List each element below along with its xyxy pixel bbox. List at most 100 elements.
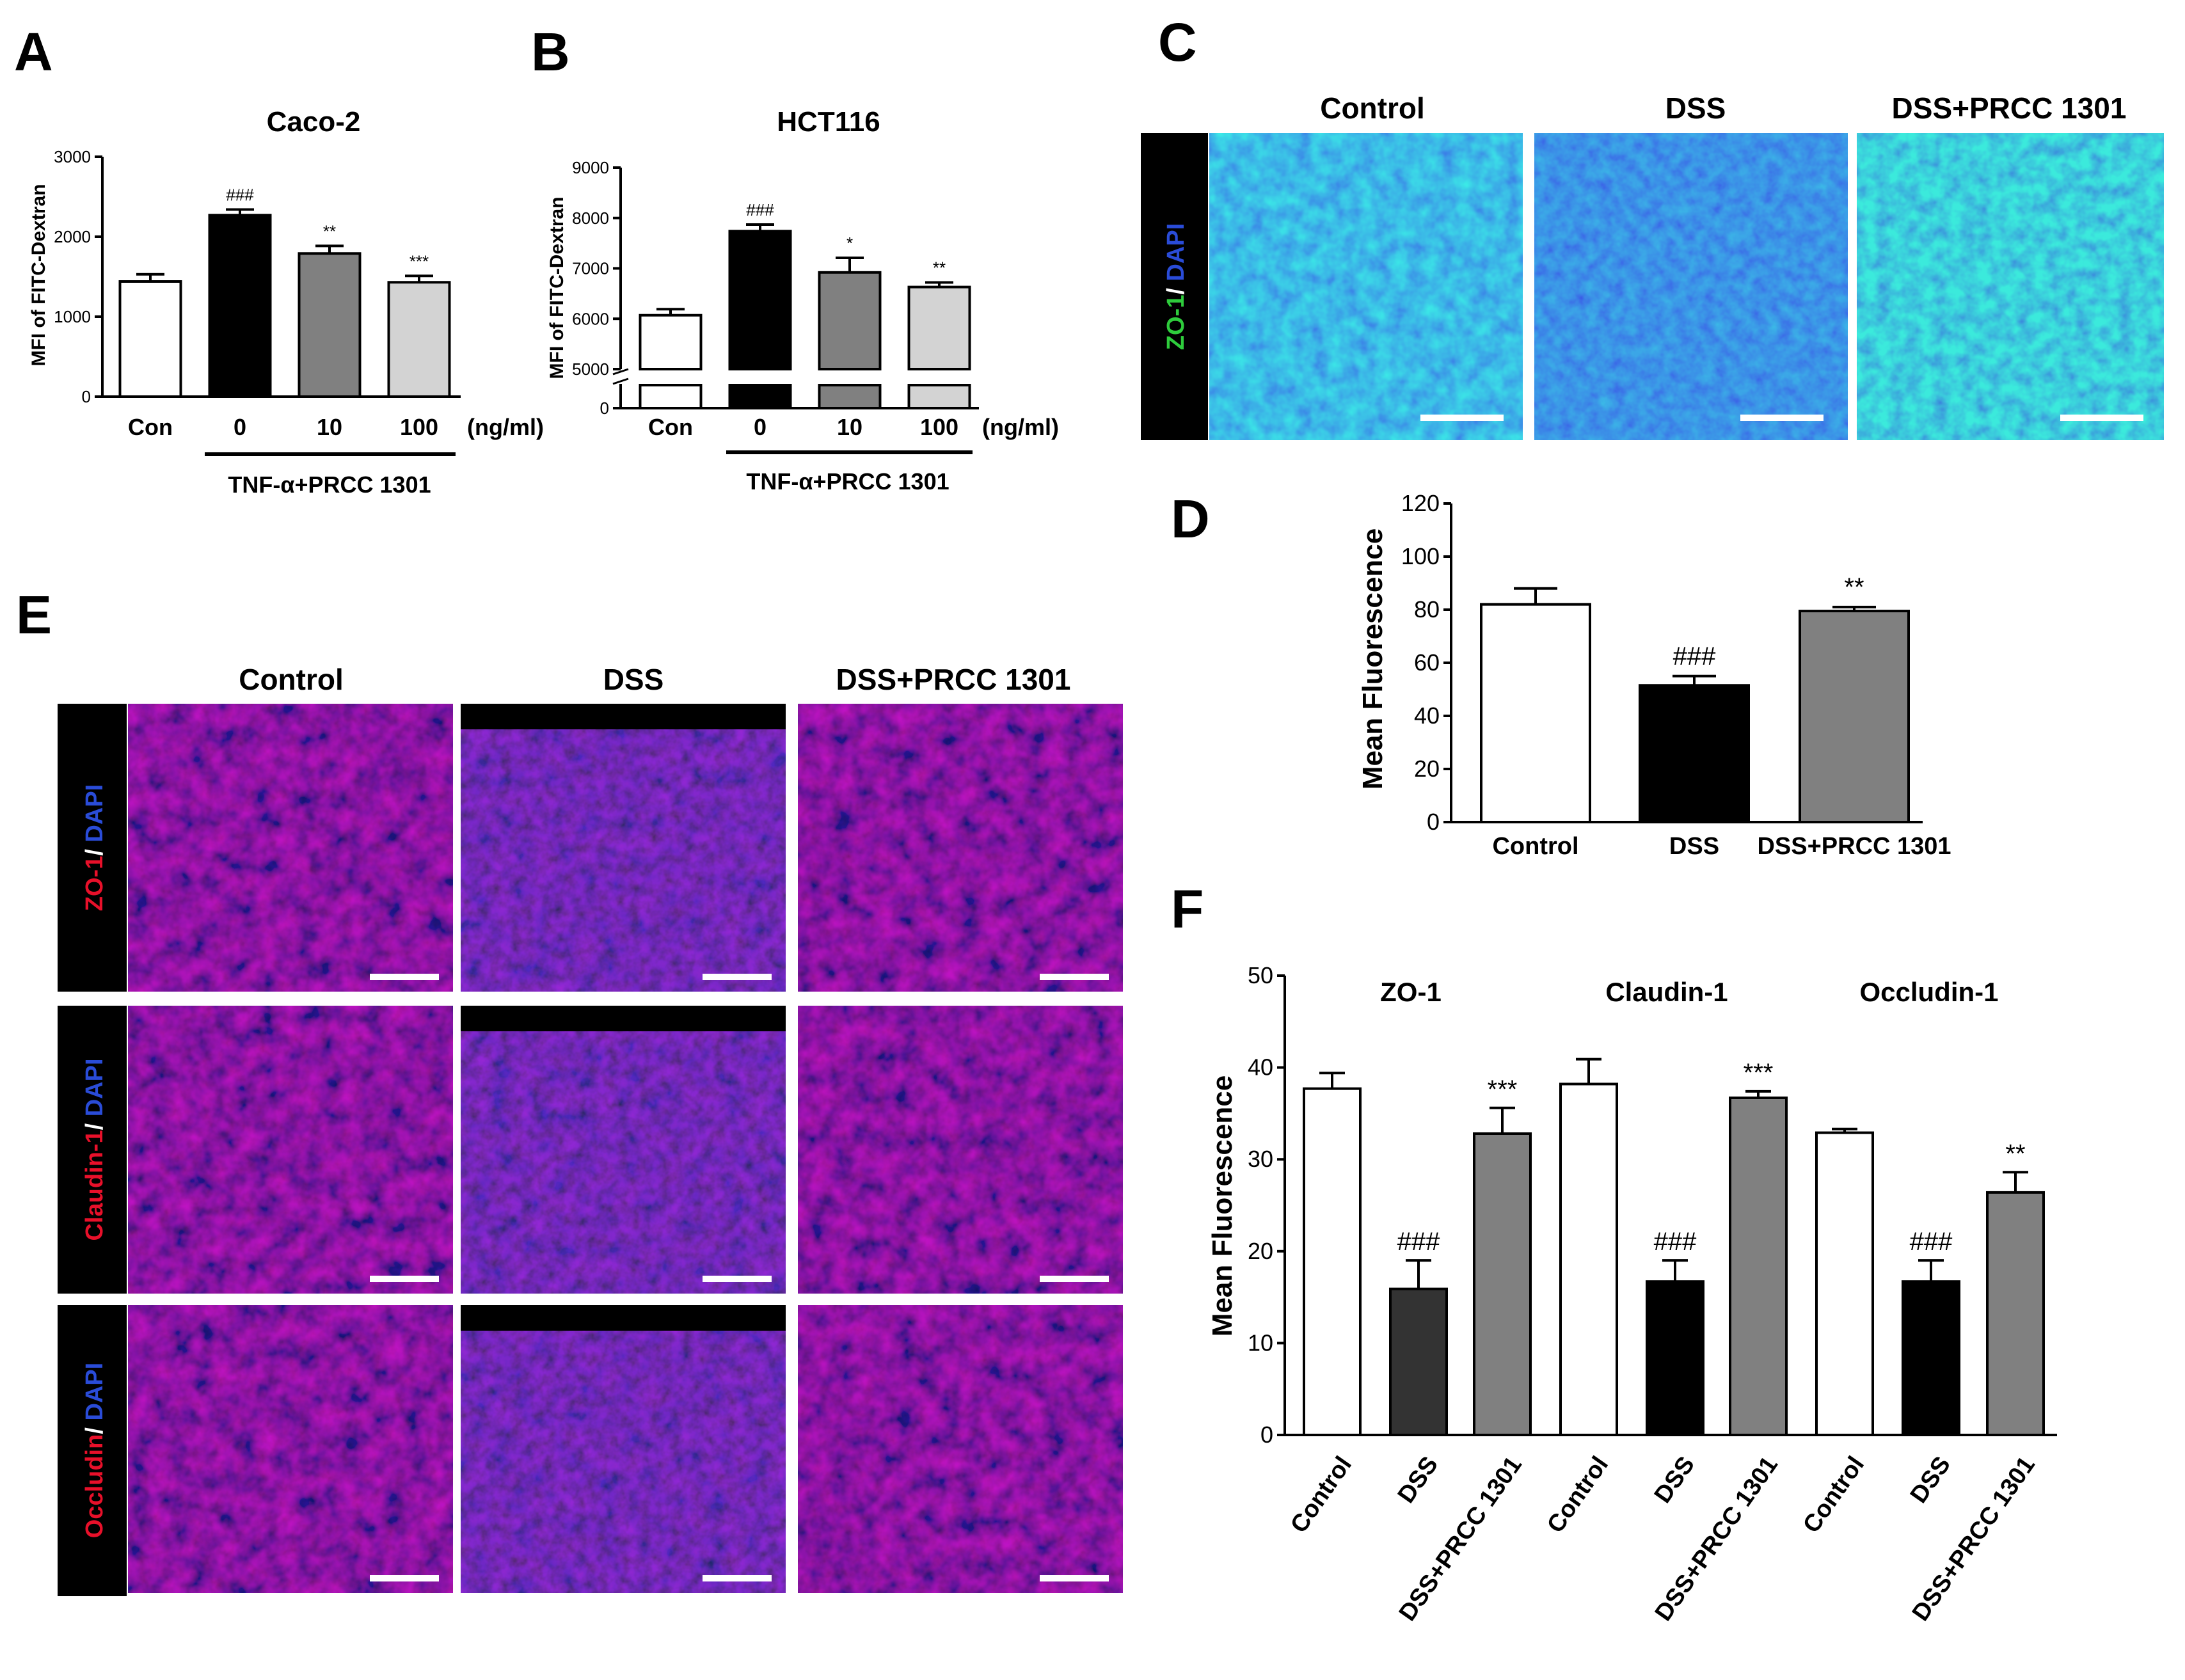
scale-bar-icon: [1040, 1276, 1109, 1282]
panel-letter-a: A: [14, 22, 53, 82]
bar: [1799, 610, 1910, 823]
scale-bar-icon: [1740, 415, 1823, 421]
category-label: Control: [1285, 1452, 1357, 1538]
chart-f-y-axis-label: Mean Fluorescence: [1207, 1075, 1238, 1336]
category-label: Con: [128, 414, 173, 440]
significance-label: ***: [1488, 1075, 1518, 1104]
bar: [1559, 1082, 1618, 1436]
chart-b-bars: Con ### 0 * 10 ** 100: [639, 200, 971, 440]
y-tick-label: 7000: [572, 259, 609, 278]
chart-a-y-axis-label: MFI of FITC-Dextran: [28, 184, 49, 367]
panel-letter-e: E: [16, 585, 52, 645]
scale-bar-icon: [703, 1575, 772, 1581]
panel-e-images: [128, 704, 1123, 1593]
category-label: Con: [648, 414, 693, 440]
label-dapi: DAPI: [81, 784, 108, 843]
chart-d-y-ticks: 0 20 40 60 80 100 120: [1401, 490, 1451, 835]
category-label: DSS: [1669, 833, 1719, 860]
y-tick-label: 0: [1260, 1422, 1273, 1448]
fluorescence-micrograph-icon: [128, 704, 453, 992]
label-sep: /: [81, 1421, 108, 1434]
y-tick-label: 0: [82, 387, 91, 406]
chart-f-bars: Control###DSS***DSS+PRCC 1301 Control###D…: [1285, 1058, 2045, 1626]
bar: [208, 214, 272, 398]
bar: [1815, 1131, 1874, 1437]
chart-f-y-ticks: 0 10 20 30 40 50: [1248, 962, 1285, 1448]
fluorescence-micrograph-icon: [128, 1006, 453, 1294]
panel-letter-d: D: [1171, 489, 1210, 549]
panel-e-row-claudin1: Claudin-1/ DAPI: [58, 1006, 127, 1294]
significance-label: ###: [746, 200, 774, 219]
significance-label: ###: [1910, 1228, 1953, 1256]
chart-b-title: HCT116: [777, 106, 880, 138]
significance-label: **: [323, 221, 336, 241]
panel-c-col-title-control: Control: [1320, 91, 1425, 125]
chart-b-group-label: TNF-α+PRCC 1301: [746, 468, 949, 495]
panel-c-col-title-dss-prcc: DSS+PRCC 1301: [1892, 91, 2127, 125]
significance-label: *: [846, 234, 853, 253]
bar: [818, 271, 882, 370]
label-dapi: DAPI: [81, 1058, 108, 1116]
significance-label: **: [1844, 573, 1864, 601]
significance-label: **: [933, 258, 946, 278]
bar: [639, 313, 703, 370]
panel-c: ZO-1/ DAPI Control DSS DSS+PRCC 1301: [1141, 91, 2164, 440]
chart-b-unit: (ng/ml): [982, 414, 1059, 440]
category-label: 100: [400, 414, 438, 440]
panel-e-row-occludin: Occludin/ DAPI: [58, 1305, 127, 1596]
chart-a-caco2: Caco-2 MFI of FITC-Dextran 0100020003000…: [28, 106, 544, 498]
category-label: DSS: [1905, 1452, 1956, 1508]
panel-e-row-label-occludin: Occludin/ DAPI: [81, 1363, 108, 1539]
bar-stub: [818, 384, 882, 409]
panel-letter-b: B: [531, 22, 570, 82]
panel-c-label-zo1: ZO-1: [1163, 295, 1189, 351]
chart-f-tight-junctions: Mean Fluorescence ZO-1 Claudin-1 Occludi…: [1207, 962, 2057, 1626]
panel-e-row-label-claudin1: Claudin-1/ DAPI: [81, 1058, 108, 1240]
fluorescence-micrograph-icon: [461, 1006, 786, 1294]
fluorescence-micrograph-icon: [128, 1305, 453, 1593]
bar: [387, 281, 451, 398]
chart-b-hct116: HCT116 MFI of FITC-Dextran 0 5000 6000 7000…: [546, 106, 1059, 495]
bar: [1986, 1191, 2045, 1436]
fluorescence-micrograph-icon: [798, 1305, 1123, 1593]
panel-c-label-dapi: DAPI: [1163, 223, 1189, 281]
y-tick-label: 30: [1248, 1146, 1273, 1172]
scale-bar-icon: [370, 974, 439, 980]
chart-a-y-ticks: 0 1000 2000 3000: [54, 147, 102, 406]
category-label: DSS+PRCC 1301: [1757, 833, 1951, 860]
panel-c-label-sep: /: [1163, 281, 1189, 295]
scale-bar-icon: [703, 1276, 772, 1282]
scale-bar-icon: [2060, 415, 2143, 421]
chart-a-bars: Con ### 0 ** 10 *** 100: [118, 186, 451, 440]
y-tick-label: 40: [1414, 702, 1440, 729]
chart-a-group-label: TNF-α+PRCC 1301: [228, 472, 431, 498]
chart-d-mean-fluorescence: Mean Fluorescence 0 20 40 60 80 100 120 Contro…: [1357, 490, 1951, 860]
y-tick-label: 3000: [54, 147, 91, 166]
bar: [1303, 1087, 1362, 1437]
bar-stub: [907, 384, 971, 409]
bar: [1902, 1280, 1960, 1436]
label-marker: ZO-1: [81, 856, 108, 912]
label-marker: Occludin: [81, 1434, 108, 1539]
scale-bar-icon: [1040, 1575, 1109, 1581]
panel-c-col-title-dss: DSS: [1665, 91, 1726, 125]
y-tick-label: 1000: [54, 307, 91, 326]
panel-e-row-zo1: ZO-1/ DAPI: [58, 704, 127, 992]
fluorescence-micrograph-icon: [1857, 133, 2164, 440]
fluorescence-micrograph-icon: [461, 1305, 786, 1593]
y-tick-label: 40: [1248, 1054, 1273, 1081]
panel-e-col-title-control: Control: [239, 663, 344, 696]
category-label: 0: [754, 414, 767, 440]
significance-label: ***: [1744, 1059, 1774, 1087]
bar: [1646, 1280, 1704, 1436]
bar: [907, 285, 971, 371]
category-label: Control: [1492, 833, 1578, 860]
y-tick-label: 80: [1414, 596, 1440, 622]
y-tick-label: 0: [1427, 809, 1440, 835]
y-tick-label: 120: [1401, 490, 1440, 516]
scale-bar-icon: [1040, 974, 1109, 980]
category-label: 10: [837, 414, 862, 440]
y-tick-label: 5000: [572, 360, 609, 379]
y-tick-label: 6000: [572, 309, 609, 328]
